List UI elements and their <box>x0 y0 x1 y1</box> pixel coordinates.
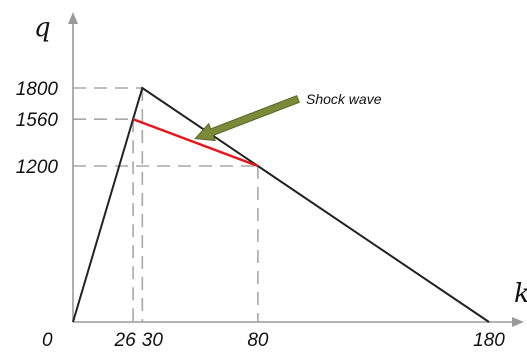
flow-density-curve <box>72 86 490 323</box>
x-tick-label-80: 80 <box>247 330 269 351</box>
series <box>72 86 490 323</box>
y-tick-label-1800: 1800 <box>16 79 59 100</box>
axes <box>68 12 524 327</box>
x-tick-label-26: 26 <box>114 330 137 351</box>
y-axis-title: q <box>34 13 51 43</box>
shock-wave-arrow-group: Shock wave <box>194 91 382 142</box>
y-tick-label-1200: 1200 <box>16 157 59 178</box>
shock-wave-arrow <box>194 95 300 142</box>
origin-label: 0 <box>42 330 53 351</box>
y-tick-label-1560: 1560 <box>16 110 59 131</box>
guide-lines <box>73 87 259 322</box>
x-axis-arrowhead <box>512 317 524 327</box>
shock-wave-line <box>132 118 259 168</box>
tick-labels: 26 30 80 180 1800 1560 1200 <box>16 79 506 351</box>
labels: q k 0 <box>34 13 527 351</box>
shock-wave-label: Shock wave <box>306 91 382 107</box>
x-tick-label-30: 30 <box>142 330 164 351</box>
y-axis-arrowhead <box>68 12 78 24</box>
x-axis-title: k <box>514 279 527 309</box>
x-tick-label-180: 180 <box>473 330 505 351</box>
